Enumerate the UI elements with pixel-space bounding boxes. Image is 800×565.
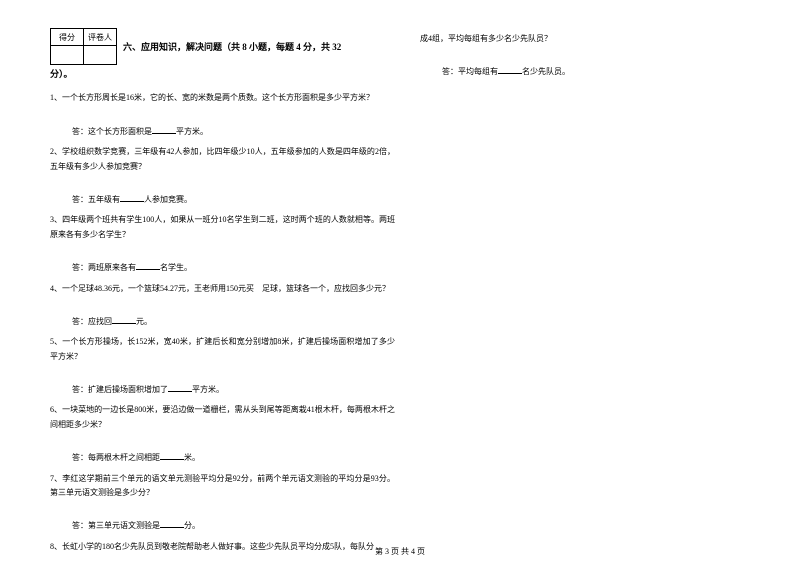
q7-num: 7、 bbox=[50, 474, 62, 483]
answer-5: 答：扩建后操场面积增加了 平方米。 bbox=[72, 382, 395, 397]
score-table: 得分 评卷人 bbox=[50, 28, 117, 65]
section-title: 六、应用知识，解决问题（共 8 小题，每题 4 分，共 32 bbox=[123, 40, 395, 54]
q1-text: 一个长方形周长是16米，它的长、宽的米数是两个质数。这个长方形面积是多少平方米？ bbox=[62, 93, 374, 102]
question-6: 6、一块菜地的一边长是800米，要沿边做一道栅栏，需从头到尾等距离栽41根木杆，… bbox=[50, 403, 395, 432]
a4-pre: 答：应找回 bbox=[72, 317, 112, 326]
q4-text: 一个足球48.36元，一个篮球54.27元，王老师用150元买 足球，篮球各一个… bbox=[62, 284, 390, 293]
q6-num: 6、 bbox=[50, 405, 62, 414]
section-title-tail: 分）。 bbox=[50, 67, 395, 81]
q5-text: 一个长方形操场，长152米，宽40米，扩建后长和宽分别增加8米，扩建后操场面积增… bbox=[50, 337, 395, 360]
answer-7: 答：第三单元语文测验是 分。 bbox=[72, 518, 395, 533]
q3-text: 四年级两个班共有学生100人，如果从一班分10名学生到二班，这时两个班的人数就相… bbox=[50, 215, 395, 238]
score-cell-defen[interactable] bbox=[51, 46, 84, 65]
question-7: 7、李红这学期前三个单元的语文单元测验平均分是92分，前两个单元语文测验的平均分… bbox=[50, 472, 395, 501]
section-header-row: 得分 评卷人 六、应用知识，解决问题（共 8 小题，每题 4 分，共 32 bbox=[50, 28, 395, 71]
a2-blank[interactable] bbox=[120, 192, 144, 202]
a2-pre: 答：五年级有 bbox=[72, 195, 120, 204]
answer-6: 答：每两根木杆之间相距 米。 bbox=[72, 450, 395, 465]
answer-8: 答：平均每组有 名少先队员。 bbox=[442, 64, 765, 79]
a1-pre: 答：这个长方形面积是 bbox=[72, 127, 152, 136]
section-title-text: 六、应用知识，解决问题（共 8 小题，每题 4 分，共 32 bbox=[123, 42, 341, 52]
score-cell-pingjuan[interactable] bbox=[84, 46, 117, 65]
a8-blank[interactable] bbox=[498, 64, 522, 74]
q2-num: 2、 bbox=[50, 147, 62, 156]
a5-blank[interactable] bbox=[168, 382, 192, 392]
question-1: 1、一个长方形周长是16米，它的长、宽的米数是两个质数。这个长方形面积是多少平方… bbox=[50, 91, 395, 105]
answer-1: 答：这个长方形面积是 平方米。 bbox=[72, 124, 395, 139]
a1-blank[interactable] bbox=[152, 124, 176, 134]
section-title-wrap: 六、应用知识，解决问题（共 8 小题，每题 4 分，共 32 bbox=[123, 28, 395, 64]
q5-num: 5、 bbox=[50, 337, 62, 346]
a3-blank[interactable] bbox=[136, 260, 160, 270]
a4-post: 元。 bbox=[136, 317, 152, 326]
a8-pre: 答：平均每组有 bbox=[442, 67, 498, 76]
answer-2: 答：五年级有 人参加竞赛。 bbox=[72, 192, 395, 207]
a7-pre: 答：第三单元语文测验是 bbox=[72, 521, 160, 530]
a4-blank[interactable] bbox=[112, 314, 136, 324]
score-header-defen: 得分 bbox=[51, 29, 84, 46]
a6-post: 米。 bbox=[184, 453, 200, 462]
a3-pre: 答：两班原来各有 bbox=[72, 263, 136, 272]
q7-text: 李红这学期前三个单元的语文单元测验平均分是92分，前两个单元语文测验的平均分是9… bbox=[50, 474, 395, 497]
a5-pre: 答：扩建后操场面积增加了 bbox=[72, 385, 168, 394]
right-column: 成4组，平均每组有多少名少先队员？ 答：平均每组有 名少先队员。 bbox=[420, 28, 765, 86]
q2-text: 学校组织数学竞赛，三年级有42人参加，比四年级少10人，五年级参加的人数是四年级… bbox=[50, 147, 395, 170]
a5-post: 平方米。 bbox=[192, 385, 224, 394]
question-2: 2、学校组织数学竞赛，三年级有42人参加，比四年级少10人，五年级参加的人数是四… bbox=[50, 145, 395, 174]
page: 得分 评卷人 六、应用知识，解决问题（共 8 小题，每题 4 分，共 32 分）… bbox=[0, 0, 800, 565]
a6-blank[interactable] bbox=[160, 450, 184, 460]
q6-text: 一块菜地的一边长是800米，要沿边做一道栅栏，需从头到尾等距离栽41根木杆，每两… bbox=[50, 405, 395, 428]
left-column: 得分 评卷人 六、应用知识，解决问题（共 8 小题，每题 4 分，共 32 分）… bbox=[50, 28, 395, 560]
page-footer: 第 3 页 共 4 页 bbox=[0, 546, 800, 557]
a3-post: 名学生。 bbox=[160, 263, 192, 272]
q1-num: 1、 bbox=[50, 93, 62, 102]
a2-post: 人参加竞赛。 bbox=[144, 195, 192, 204]
question-8-cont: 成4组，平均每组有多少名少先队员？ bbox=[420, 32, 765, 46]
a8-post: 名少先队员。 bbox=[522, 67, 570, 76]
question-5: 5、一个长方形操场，长152米，宽40米，扩建后长和宽分别增加8米，扩建后操场面… bbox=[50, 335, 395, 364]
question-3: 3、四年级两个班共有学生100人，如果从一班分10名学生到二班，这时两个班的人数… bbox=[50, 213, 395, 242]
question-4: 4、一个足球48.36元，一个篮球54.27元，王老师用150元买 足球，篮球各… bbox=[50, 282, 395, 296]
answer-3: 答：两班原来各有 名学生。 bbox=[72, 260, 395, 275]
a6-pre: 答：每两根木杆之间相距 bbox=[72, 453, 160, 462]
score-header-pingjuan: 评卷人 bbox=[84, 29, 117, 46]
a7-blank[interactable] bbox=[160, 518, 184, 528]
a1-post: 平方米。 bbox=[176, 127, 208, 136]
a7-post: 分。 bbox=[184, 521, 200, 530]
q4-num: 4、 bbox=[50, 284, 62, 293]
answer-4: 答：应找回 元。 bbox=[72, 314, 395, 329]
q3-num: 3、 bbox=[50, 215, 62, 224]
